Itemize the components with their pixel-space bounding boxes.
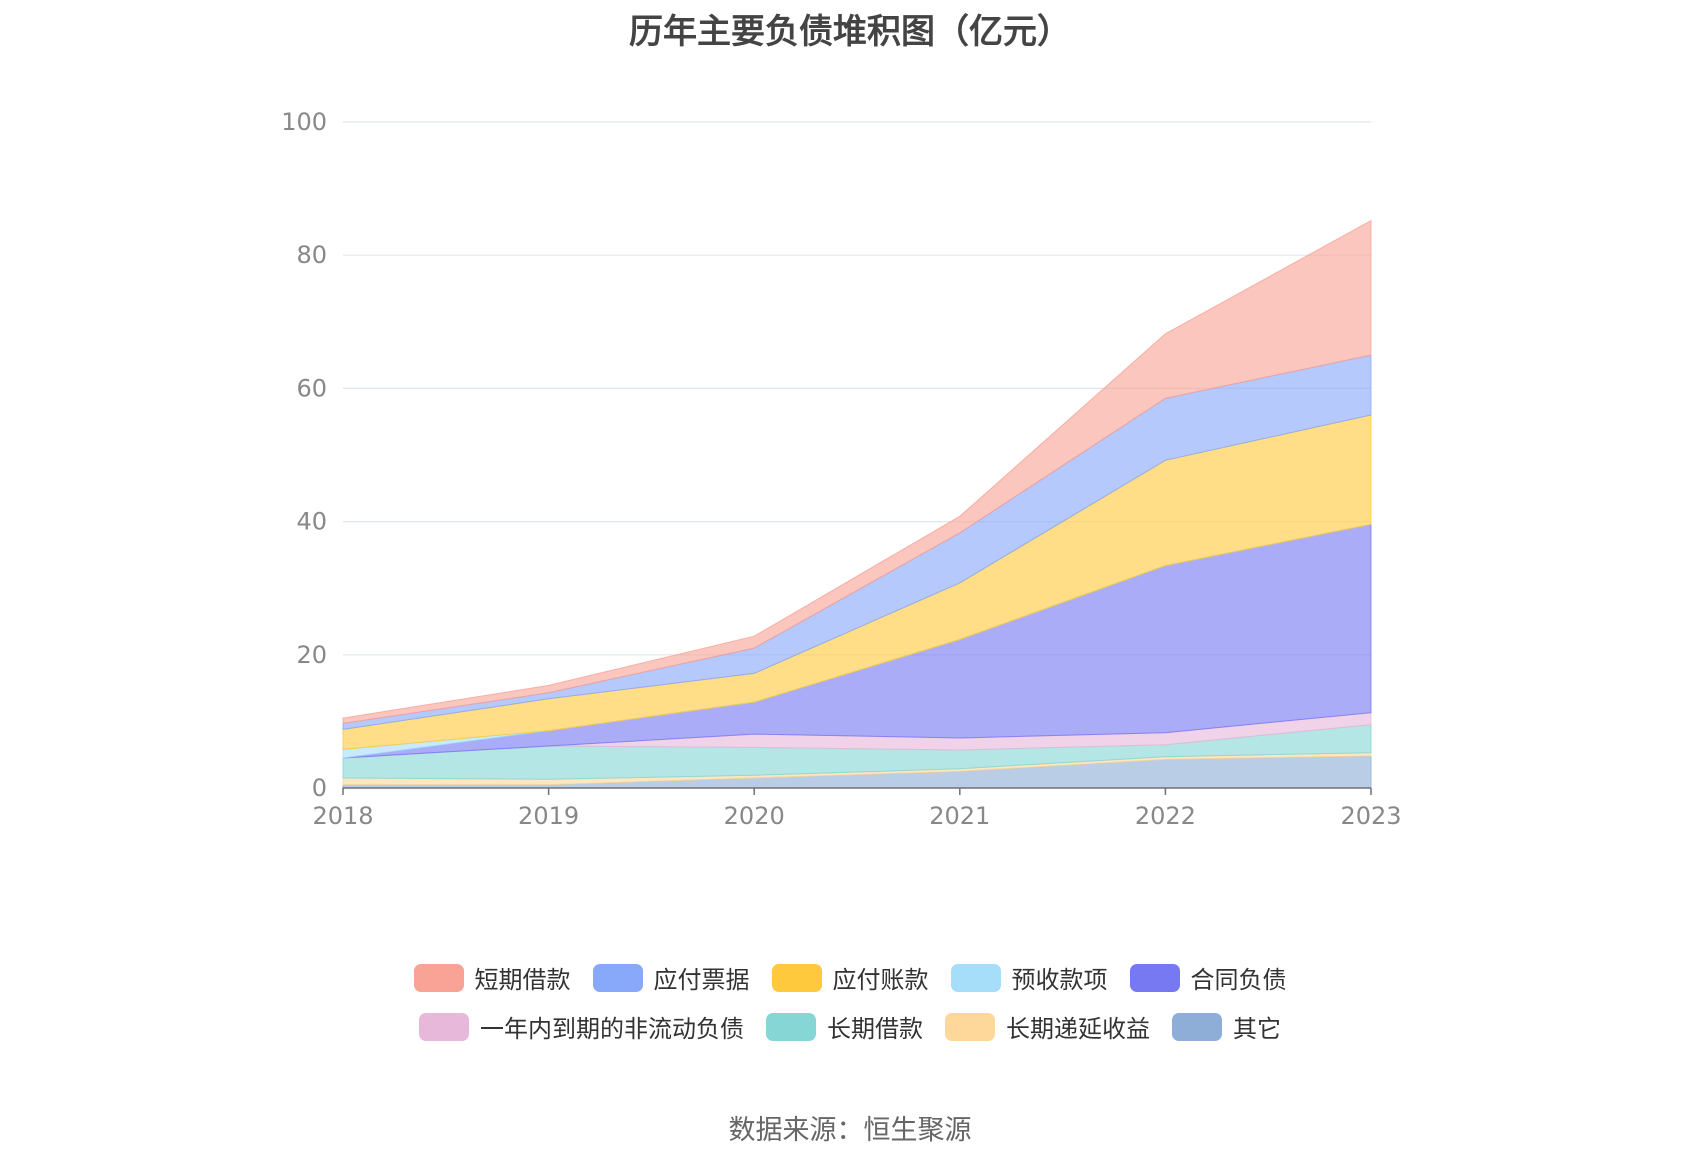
legend-item-长期借款[interactable]: 长期借款 <box>766 1009 923 1044</box>
series-area-短期借款 <box>342 219 1372 724</box>
legend-swatch <box>592 963 643 992</box>
y-tick-label: 80 <box>296 241 327 269</box>
legend-swatch <box>419 1012 469 1041</box>
legend-label: 其它 <box>1233 1015 1281 1043</box>
legend-item-其它[interactable]: 其它 <box>1172 1009 1281 1044</box>
legend-item-长期递延收益[interactable]: 长期递延收益 <box>945 1009 1150 1044</box>
legend-item-预收款项[interactable]: 预收款项 <box>950 960 1108 995</box>
legend-label: 预收款项 <box>1011 966 1108 994</box>
legend-label: 短期借款 <box>474 966 571 994</box>
legend-item-应付票据[interactable]: 应付票据 <box>592 960 750 995</box>
x-tick-label: 2023 <box>1340 802 1401 830</box>
legend-swatch <box>413 963 464 992</box>
data-source-note: 数据来源：恒生聚源 <box>728 1115 972 1146</box>
legend-swatch <box>1129 963 1180 992</box>
legend-swatch <box>1172 1012 1222 1041</box>
legend-swatch <box>945 1012 995 1041</box>
legend-item-短期借款[interactable]: 短期借款 <box>413 960 571 995</box>
legend-label: 合同负债 <box>1190 966 1287 994</box>
x-tick-label: 2018 <box>312 802 373 830</box>
legend-label: 一年内到期的非流动负债 <box>480 1015 744 1043</box>
legend-row-1: 短期借款 应付票据 应付账款 预收款项 合同负债 <box>0 960 1700 995</box>
legend-label: 应付票据 <box>653 966 750 994</box>
x-tick-label: 2020 <box>724 802 785 830</box>
x-tick-label: 2021 <box>929 802 990 830</box>
legend-swatch <box>766 1012 816 1041</box>
chart-title: 历年主要负债堆积图（亿元） <box>629 12 1071 52</box>
y-tick-label: 0 <box>312 774 327 802</box>
legend-label: 长期借款 <box>827 1015 923 1043</box>
y-tick-label: 100 <box>281 108 327 136</box>
x-tick-label: 2022 <box>1135 802 1196 830</box>
y-tick-label: 40 <box>296 508 327 536</box>
legend-item-一年内到期的非流动负债[interactable]: 一年内到期的非流动负债 <box>419 1009 744 1044</box>
legend-item-合同负债[interactable]: 合同负债 <box>1129 960 1287 995</box>
y-tick-label: 60 <box>296 374 327 402</box>
stacked-area-chart: 0 20 40 60 80 100 2018 2019 2020 2021 2022 2023 <box>281 108 1401 830</box>
legend-label: 应付账款 <box>832 966 929 994</box>
legend-row-2: 一年内到期的非流动负债 长期借款 长期递延收益 其它 <box>0 1009 1700 1044</box>
legend-label: 长期递延收益 <box>1006 1015 1150 1043</box>
x-tick-label: 2019 <box>518 802 579 830</box>
y-tick-label: 20 <box>296 641 327 669</box>
legend-swatch <box>950 963 1001 992</box>
legend-item-应付账款[interactable]: 应付账款 <box>771 960 929 995</box>
legend-swatch <box>771 963 822 992</box>
